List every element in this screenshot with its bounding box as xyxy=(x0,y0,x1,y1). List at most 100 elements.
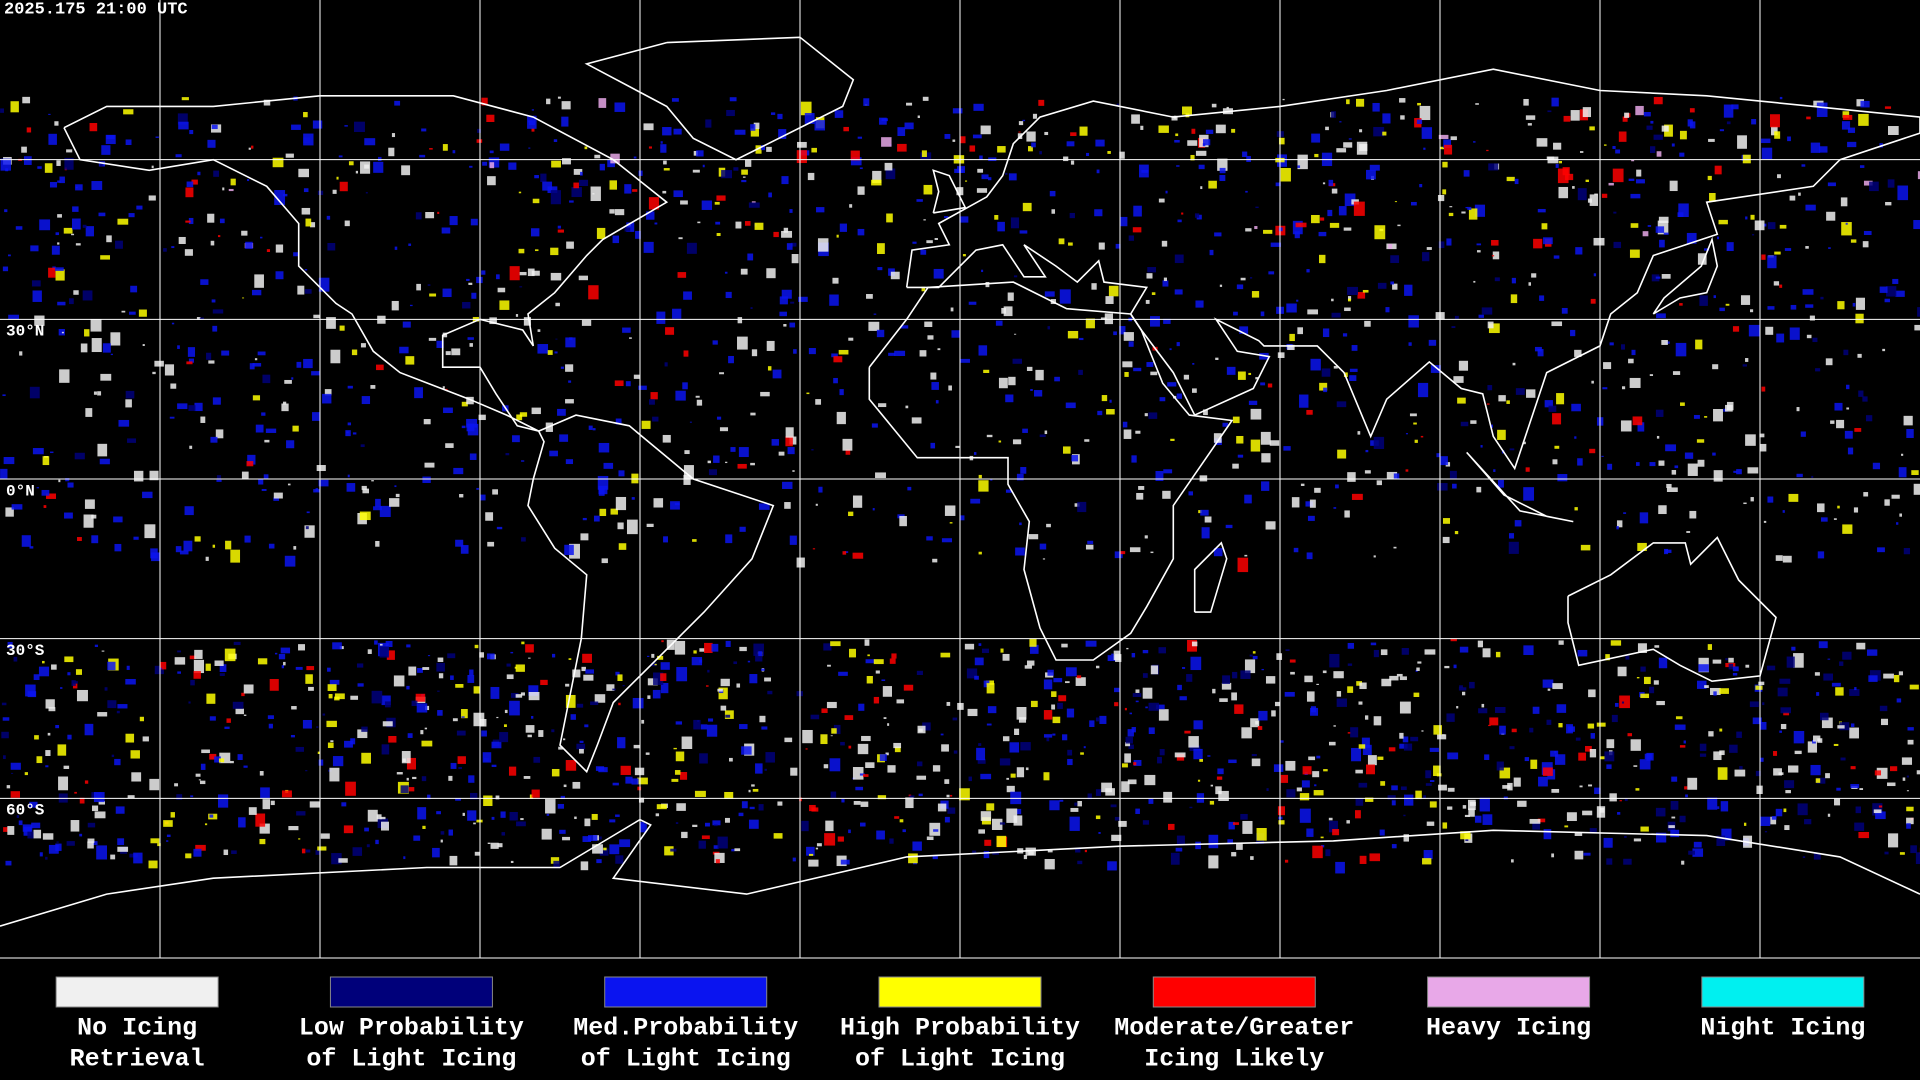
icing-speckle xyxy=(1296,787,1302,792)
icing-speckle xyxy=(1347,642,1355,649)
icing-speckle xyxy=(1006,777,1010,780)
icing-speckle xyxy=(509,700,520,716)
icing-speckle xyxy=(807,172,815,181)
icing-speckle xyxy=(609,819,616,823)
icing-speckle xyxy=(510,692,519,698)
icing-speckle xyxy=(1913,483,1920,495)
icing-speckle xyxy=(1704,416,1708,418)
icing-speckle xyxy=(671,778,679,782)
icing-speckle xyxy=(1193,720,1203,730)
icing-speckle xyxy=(1623,512,1627,514)
icing-speckle xyxy=(725,291,732,299)
icing-speckle xyxy=(1459,646,1469,653)
icing-speckle xyxy=(1811,475,1814,478)
icing-speckle xyxy=(311,371,321,376)
icing-speckle xyxy=(486,653,495,660)
icing-speckle xyxy=(1843,349,1849,356)
icing-speckle xyxy=(1510,294,1518,304)
icing-speckle xyxy=(598,98,607,108)
icing-speckle xyxy=(1014,333,1017,335)
icing-speckle xyxy=(1314,487,1321,493)
icing-speckle xyxy=(1719,307,1725,312)
icing-speckle xyxy=(215,429,224,439)
icing-speckle xyxy=(1874,770,1882,776)
icing-speckle xyxy=(1797,803,1808,816)
icing-speckle xyxy=(226,718,231,723)
icing-speckle xyxy=(1473,280,1476,283)
icing-speckle xyxy=(569,200,574,203)
icing-speckle xyxy=(1169,348,1172,351)
icing-speckle xyxy=(674,770,681,775)
icing-speckle xyxy=(1030,388,1033,391)
icing-speckle xyxy=(415,693,426,702)
icing-speckle xyxy=(741,179,747,183)
icing-speckle xyxy=(67,672,71,676)
icing-speckle xyxy=(297,285,305,295)
icing-speckle xyxy=(1551,321,1563,327)
icing-speckle xyxy=(504,709,508,714)
icing-speckle xyxy=(1508,533,1515,539)
icing-speckle xyxy=(916,775,927,780)
icing-speckle xyxy=(852,767,864,780)
icing-speckle xyxy=(561,116,569,127)
icing-speckle xyxy=(818,486,823,493)
icing-speckle xyxy=(1018,131,1021,133)
icing-speckle xyxy=(1366,169,1376,180)
icing-speckle xyxy=(1320,217,1325,221)
icing-speckle xyxy=(731,848,735,852)
icing-speckle xyxy=(747,660,751,663)
icing-speckle xyxy=(633,156,637,159)
icing-speckle xyxy=(114,758,121,766)
icing-speckle xyxy=(1283,446,1291,451)
icing-speckle xyxy=(1860,100,1870,108)
icing-speckle xyxy=(1910,845,1917,854)
icing-speckle xyxy=(361,752,371,764)
icing-speckle xyxy=(1494,277,1500,282)
icing-speckle xyxy=(984,839,992,846)
icing-speckle xyxy=(1780,707,1792,714)
icing-speckle xyxy=(1107,861,1117,871)
icing-speckle xyxy=(704,642,713,653)
icing-speckle xyxy=(169,416,175,419)
icing-speckle xyxy=(1252,651,1256,654)
icing-speckle xyxy=(1042,558,1046,560)
icing-speckle xyxy=(1534,346,1542,352)
icing-speckle xyxy=(715,859,720,864)
icing-speckle xyxy=(1863,180,1873,186)
icing-speckle xyxy=(1907,727,1914,731)
icing-speckle xyxy=(1551,788,1560,793)
icing-speckle xyxy=(1779,96,1783,100)
icing-speckle xyxy=(713,845,719,849)
icing-speckle xyxy=(692,169,700,173)
icing-speckle xyxy=(238,817,246,828)
icing-speckle xyxy=(1,731,9,739)
icing-speckle xyxy=(1074,503,1080,507)
icing-speckle xyxy=(610,153,620,164)
icing-speckle xyxy=(58,329,65,336)
icing-speckle xyxy=(796,150,807,164)
icing-speckle xyxy=(91,535,99,544)
icing-speckle xyxy=(171,246,175,249)
icing-speckle xyxy=(802,729,813,744)
icing-speckle xyxy=(1872,462,1881,470)
icing-speckle xyxy=(1261,453,1271,463)
icing-speckle xyxy=(768,192,772,198)
icing-speckle xyxy=(1026,366,1033,372)
icing-speckle xyxy=(545,799,556,814)
icing-speckle xyxy=(1896,698,1902,703)
icing-speckle xyxy=(1282,98,1285,101)
icing-speckle xyxy=(452,718,458,722)
icing-speckle xyxy=(1788,493,1799,502)
icing-speckle xyxy=(1131,652,1136,658)
icing-speckle xyxy=(1191,641,1198,647)
icing-speckle xyxy=(1244,659,1256,674)
icing-speckle xyxy=(36,756,43,764)
icing-speckle xyxy=(1771,815,1777,820)
icing-speckle xyxy=(1433,765,1441,777)
icing-speckle xyxy=(1271,710,1276,717)
icing-speckle xyxy=(998,440,1002,443)
icing-speckle xyxy=(1323,387,1328,393)
icing-speckle xyxy=(862,774,869,777)
icing-speckle xyxy=(1061,643,1068,648)
icing-speckle xyxy=(1804,819,1812,825)
